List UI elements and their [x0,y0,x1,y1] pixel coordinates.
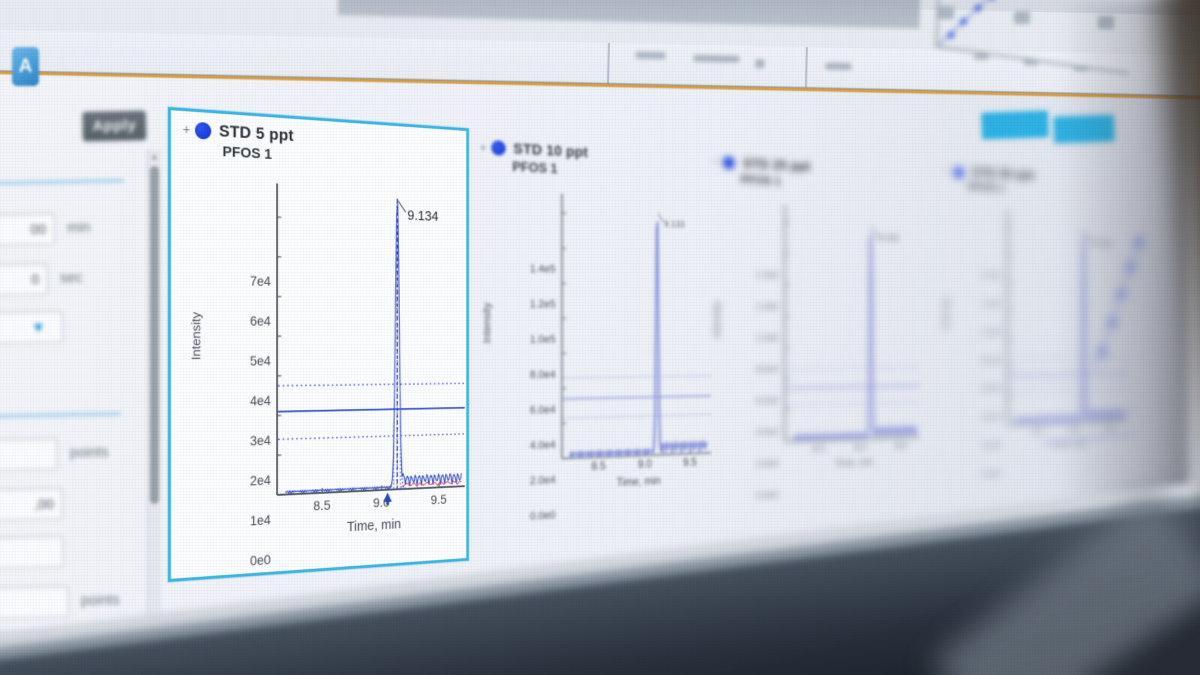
y-axis-title: Intensity [481,302,494,344]
tick-label: 2.0e4 [756,457,779,470]
toolbar-divider [804,47,808,90]
param-row-points-1: points [0,436,109,472]
y-axis-ticks: 7e4 6e4 5e4 4e4 3e4 2e4 1e4 0e0 [205,273,271,568]
numeric-field[interactable]: ,00 [0,487,64,522]
points-field-2[interactable] [0,585,70,620]
tick-label: 8.0e4 [980,354,1002,365]
processing-parameters-panel: Apply 00 min 0 sec ▾ points ,00 [0,76,194,661]
param-row-value [0,535,65,570]
chevron-down-icon: ▾ [34,318,43,337]
tick-label: 0.0e0 [980,468,1002,479]
app-logo-icon[interactable]: A [12,47,39,86]
y-axis-ticks: 1.4e5 1.2e5 1.0e5 8.0e4 6.0e4 4.0e4 2.0e4 0.0e0 [721,269,779,501]
points-field-1[interactable] [0,437,59,472]
param-row-min: 00 min [0,212,91,247]
chromatogram-panel-std-10ppt[interactable]: + STD 10 ppt PFOS 1 Intensity 1.4e5 1.2e5… [470,130,723,530]
algorithm-dropdown[interactable]: ▾ [0,310,64,345]
tick-label: 8.0e4 [756,363,779,375]
param-row-sec: 0 sec [0,262,83,297]
y-axis-ticks: 1.4e5 1.2e5 1.0e5 8.0e4 6.0e4 4.0e4 2.0e4 0.0e0 [493,263,556,523]
expand-icon[interactable]: + [942,165,949,178]
tick-label: 3e4 [250,432,271,448]
chromatogram-panel-std-25ppt[interactable]: + STD 25 ppt PFOS 1 Intensity 1.4e5 1.2e5… [704,146,932,506]
tick-label: 1e4 [250,512,271,528]
x-axis-title: Time, min [834,457,874,470]
left-panel-scrollbar[interactable]: ▲ ▼ [147,150,161,630]
tick-label: 0e0 [250,551,271,568]
tick-label: 8.0e4 [529,369,556,382]
min-field[interactable]: 00 [0,212,56,247]
tick-label: 1.4e5 [529,263,556,276]
unit-label: points [80,592,120,610]
chromatogram-panel-std-5ppt[interactable]: + STD 5 ppt PFOS 1 Intensity 7e4 6e4 5e4 4e… [168,107,469,582]
scroll-up-icon[interactable]: ▲ [150,152,159,161]
sample-name: STD 5 ppt [218,121,294,145]
app-logo-glyph: A [18,55,33,77]
y-axis-title: Intensity [188,311,204,361]
scrollbar-thumb[interactable] [150,166,159,504]
numeric-field[interactable] [0,535,65,570]
toolbar-icon-blob [755,59,765,69]
tick-label: 6.0e4 [756,394,779,407]
peak-annotation: 9.133 [878,233,899,243]
tick-label: 2.0e4 [980,439,1002,451]
param-row-value: ,00 [0,487,64,522]
chromatogram-plot[interactable]: 9.134 [276,181,466,510]
peak-annotation: 9.134 [407,209,438,225]
view-toggle-button[interactable] [981,110,1049,140]
tick-label: 4.0e4 [756,426,779,438]
expand-icon[interactable]: + [182,120,191,138]
sample-name: STD 10 ppt [513,140,588,161]
tick-label: 2.0e4 [529,474,556,488]
tick-label: 6.0e4 [529,404,556,417]
tick-label: 1.4e5 [980,269,1002,280]
sample-marker-icon [491,140,506,156]
tick-label: 2e4 [250,472,271,488]
toolbar-text-blob [825,62,852,71]
sec-field[interactable]: 0 [0,262,49,297]
section-divider [0,179,125,185]
tick-label: 4e4 [250,392,271,408]
y-axis-ticks: 1.4e5 1.2e5 1.0e5 8.0e4 6.0e4 4.0e4 2.0e4 0.0e0 [950,269,1002,479]
peak-annotation: 9.133 [664,219,684,229]
sample-marker-icon [722,155,736,170]
sample-name: STD 50 ppt [971,165,1035,183]
section-divider [0,412,121,418]
tick-label: 0.0e0 [529,509,556,523]
titlebar-icon-blob [1014,11,1030,24]
unit-label: min [66,219,91,237]
expand-icon[interactable]: + [479,140,487,155]
apply-button[interactable]: Apply [82,110,147,141]
toolbar-divider [606,42,610,86]
sample-name: STD 25 ppt [742,155,811,174]
sample-marker-icon [195,121,212,140]
tick-label: 4.0e4 [529,439,556,452]
x-axis-title: Time, min [346,517,401,536]
tick-label: 4.0e4 [980,411,1002,422]
sample-marker-icon [953,166,964,178]
unit-label: sec [59,269,83,287]
tick-label: 7e4 [250,273,271,289]
param-row-points-2: points [0,584,120,620]
unit-label: points [69,444,109,462]
titlebar-icon-blob [938,6,954,19]
tick-label: 6.0e4 [980,383,1002,394]
toolbar-text-blob [693,54,740,63]
x-axis-title: Time, min [616,475,661,489]
tick-label: 1.4e5 [756,269,779,281]
chromatogram-plot[interactable]: 9.133 [784,203,921,457]
toolbar-text-blob [635,51,666,60]
chromatogram-plot[interactable]: 9.133 [561,192,713,474]
param-row-dropdown: ▾ [0,310,64,345]
tick-label: 0.0e0 [756,488,779,501]
expand-icon[interactable]: + [711,155,719,169]
